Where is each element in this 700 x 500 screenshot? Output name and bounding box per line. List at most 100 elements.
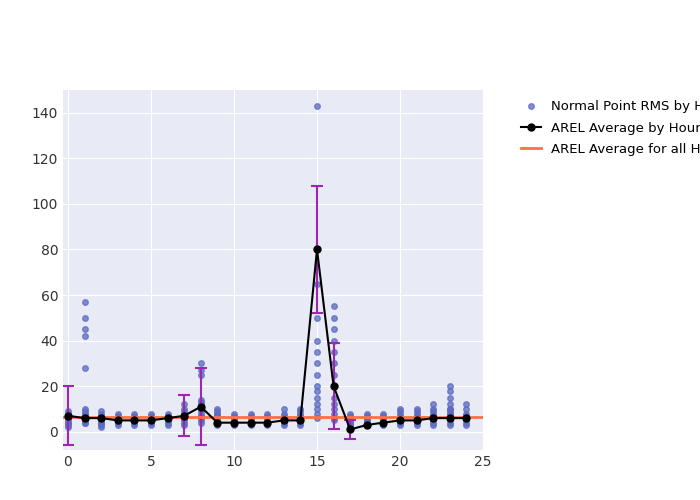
Normal Point RMS by Hour bbox=[428, 400, 439, 408]
Normal Point RMS by Hour bbox=[444, 405, 456, 413]
Normal Point RMS by Hour bbox=[162, 414, 173, 422]
Normal Point RMS by Hour bbox=[328, 336, 339, 344]
Normal Point RMS by Hour bbox=[328, 325, 339, 333]
Normal Point RMS by Hour bbox=[328, 400, 339, 408]
Normal Point RMS by Hour bbox=[428, 416, 439, 424]
Normal Point RMS by Hour bbox=[312, 280, 323, 287]
Normal Point RMS by Hour bbox=[444, 410, 456, 418]
Normal Point RMS by Hour bbox=[312, 394, 323, 402]
Normal Point RMS by Hour bbox=[262, 421, 273, 429]
Normal Point RMS by Hour bbox=[62, 412, 74, 420]
Normal Point RMS by Hour bbox=[328, 382, 339, 390]
Normal Point RMS by Hour bbox=[129, 421, 140, 429]
Normal Point RMS by Hour bbox=[328, 371, 339, 379]
Normal Point RMS by Hour bbox=[195, 408, 206, 416]
Normal Point RMS by Hour bbox=[129, 416, 140, 424]
Normal Point RMS by Hour bbox=[96, 408, 107, 416]
Normal Point RMS by Hour bbox=[79, 418, 90, 426]
Normal Point RMS by Hour bbox=[444, 416, 456, 424]
Normal Point RMS by Hour bbox=[79, 416, 90, 424]
Normal Point RMS by Hour bbox=[361, 418, 372, 426]
AREL Average by Hour bbox=[279, 418, 288, 424]
Normal Point RMS by Hour bbox=[295, 416, 306, 424]
Normal Point RMS by Hour bbox=[278, 412, 289, 420]
Normal Point RMS by Hour bbox=[461, 416, 472, 424]
Normal Point RMS by Hour bbox=[328, 394, 339, 402]
Normal Point RMS by Hour bbox=[312, 400, 323, 408]
AREL Average by Hour bbox=[462, 415, 470, 421]
Normal Point RMS by Hour bbox=[344, 414, 356, 422]
Normal Point RMS by Hour bbox=[79, 414, 90, 422]
Normal Point RMS by Hour bbox=[146, 416, 157, 424]
Normal Point RMS by Hour bbox=[62, 408, 74, 416]
Normal Point RMS by Hour bbox=[461, 410, 472, 418]
Normal Point RMS by Hour bbox=[444, 418, 456, 426]
Normal Point RMS by Hour bbox=[195, 418, 206, 426]
Normal Point RMS by Hour bbox=[228, 418, 239, 426]
Normal Point RMS by Hour bbox=[228, 414, 239, 422]
Normal Point RMS by Hour bbox=[62, 414, 74, 422]
Normal Point RMS by Hour bbox=[344, 416, 356, 424]
AREL Average by Hour bbox=[296, 418, 304, 424]
Normal Point RMS by Hour bbox=[361, 421, 372, 429]
Normal Point RMS by Hour bbox=[212, 414, 223, 422]
Normal Point RMS by Hour bbox=[394, 405, 405, 413]
Normal Point RMS by Hour bbox=[411, 414, 422, 422]
Normal Point RMS by Hour bbox=[262, 412, 273, 420]
Normal Point RMS by Hour bbox=[178, 418, 190, 426]
Normal Point RMS by Hour bbox=[96, 410, 107, 418]
Normal Point RMS by Hour bbox=[328, 302, 339, 310]
Normal Point RMS by Hour bbox=[428, 405, 439, 413]
Normal Point RMS by Hour bbox=[178, 421, 190, 429]
Normal Point RMS by Hour bbox=[411, 418, 422, 426]
Normal Point RMS by Hour bbox=[195, 366, 206, 374]
Normal Point RMS by Hour bbox=[162, 412, 173, 420]
Normal Point RMS by Hour bbox=[112, 418, 123, 426]
Normal Point RMS by Hour bbox=[195, 360, 206, 368]
Normal Point RMS by Hour bbox=[394, 421, 405, 429]
Normal Point RMS by Hour bbox=[146, 412, 157, 420]
Normal Point RMS by Hour bbox=[312, 405, 323, 413]
AREL Average by Hour bbox=[412, 418, 421, 424]
Normal Point RMS by Hour bbox=[79, 298, 90, 306]
Normal Point RMS by Hour bbox=[312, 102, 323, 110]
Normal Point RMS by Hour bbox=[312, 410, 323, 418]
Normal Point RMS by Hour bbox=[62, 414, 74, 422]
Normal Point RMS by Hour bbox=[79, 410, 90, 418]
AREL Average by Hour bbox=[64, 413, 72, 419]
Normal Point RMS by Hour bbox=[295, 414, 306, 422]
Line: AREL Average by Hour: AREL Average by Hour bbox=[64, 246, 470, 433]
Normal Point RMS by Hour bbox=[461, 412, 472, 420]
Normal Point RMS by Hour bbox=[129, 410, 140, 418]
Normal Point RMS by Hour bbox=[62, 416, 74, 424]
Normal Point RMS by Hour bbox=[178, 405, 190, 413]
Normal Point RMS by Hour bbox=[112, 410, 123, 418]
Normal Point RMS by Hour bbox=[394, 408, 405, 416]
Normal Point RMS by Hour bbox=[96, 414, 107, 422]
Normal Point RMS by Hour bbox=[212, 418, 223, 426]
Normal Point RMS by Hour bbox=[411, 421, 422, 429]
Normal Point RMS by Hour bbox=[378, 418, 389, 426]
Normal Point RMS by Hour bbox=[312, 414, 323, 422]
Normal Point RMS by Hour bbox=[79, 325, 90, 333]
Normal Point RMS by Hour bbox=[428, 414, 439, 422]
Normal Point RMS by Hour bbox=[278, 405, 289, 413]
Normal Point RMS by Hour bbox=[378, 412, 389, 420]
Normal Point RMS by Hour bbox=[195, 405, 206, 413]
Normal Point RMS by Hour bbox=[112, 412, 123, 420]
AREL Average by Hour bbox=[163, 415, 172, 421]
Normal Point RMS by Hour bbox=[295, 421, 306, 429]
Normal Point RMS by Hour bbox=[212, 410, 223, 418]
Normal Point RMS by Hour bbox=[96, 421, 107, 429]
Normal Point RMS by Hour bbox=[361, 414, 372, 422]
Normal Point RMS by Hour bbox=[461, 414, 472, 422]
Normal Point RMS by Hour bbox=[278, 418, 289, 426]
Normal Point RMS by Hour bbox=[162, 410, 173, 418]
Normal Point RMS by Hour bbox=[146, 410, 157, 418]
Normal Point RMS by Hour bbox=[344, 421, 356, 429]
AREL Average by Hour bbox=[330, 383, 338, 389]
Normal Point RMS by Hour bbox=[178, 416, 190, 424]
Normal Point RMS by Hour bbox=[444, 414, 456, 422]
Normal Point RMS by Hour bbox=[444, 421, 456, 429]
Normal Point RMS by Hour bbox=[428, 421, 439, 429]
